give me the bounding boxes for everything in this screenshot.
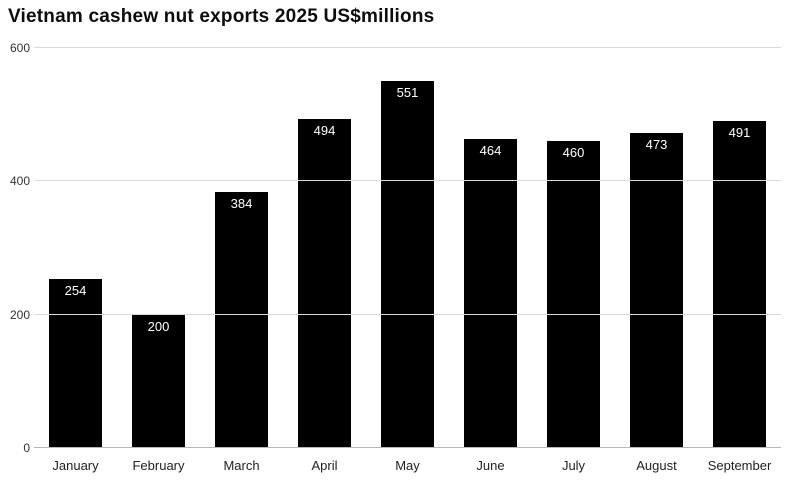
y-tick-label: 0 xyxy=(23,441,30,455)
bar-value-label: 551 xyxy=(396,84,419,100)
bar-value-label: 254 xyxy=(64,282,87,298)
bar-value-label: 200 xyxy=(147,318,170,334)
y-tick-label: 600 xyxy=(9,41,30,55)
x-axis-label-september: September xyxy=(707,457,772,473)
bar-september: 491 xyxy=(712,120,767,448)
x-axis-labels: January February March April May June July Augu… xyxy=(34,450,781,480)
bar-slot: 464 xyxy=(449,48,532,448)
bar-slot: 494 xyxy=(283,48,366,448)
y-tick-label: 400 xyxy=(9,174,30,189)
bar-march: 384 xyxy=(214,192,269,448)
gridline-200 xyxy=(34,313,781,315)
gridline-600 xyxy=(34,47,781,48)
x-axis-label-may: May xyxy=(395,457,420,473)
bar-value-label: 473 xyxy=(645,136,668,152)
gridline-0 xyxy=(34,447,781,448)
x-axis-label-august: August xyxy=(636,457,677,473)
bar-slot: 491 xyxy=(698,48,781,448)
bar-value-label: 491 xyxy=(728,124,751,140)
bar-slot: 200 xyxy=(117,48,200,448)
bar-slot: 551 xyxy=(366,48,449,448)
bar-slot: 254 xyxy=(34,48,117,448)
x-axis-label-march: March xyxy=(223,457,260,473)
bar-value-label: 384 xyxy=(230,196,253,211)
bar-july: 460 xyxy=(546,141,601,448)
x-axis-label-july: July xyxy=(561,457,586,473)
gridline-400 xyxy=(34,180,781,182)
bar-value-label: 494 xyxy=(313,122,336,138)
bar-slot: 473 xyxy=(615,48,698,448)
bar-may: 551 xyxy=(380,80,435,448)
bar-august: 473 xyxy=(629,132,684,448)
bar-slot: 460 xyxy=(532,48,615,448)
bar-slot: 384 xyxy=(200,48,283,448)
x-axis-label-january: January xyxy=(52,457,99,473)
bar-february: 200 xyxy=(131,314,186,448)
plot-area: 254 200 384 494 551 464 460 473 491 0 200 400 600 xyxy=(10,42,781,454)
bar-value-label: 464 xyxy=(479,142,502,158)
x-axis-label-april: April xyxy=(311,457,338,473)
y-tick-label: 200 xyxy=(9,307,30,322)
bar-june: 464 xyxy=(463,138,518,448)
x-axis-label-february: February xyxy=(132,457,185,473)
bar-april: 494 xyxy=(297,118,352,448)
bar-january: 254 xyxy=(48,278,103,448)
x-axis-label-june: June xyxy=(476,457,505,473)
bar-value-label: 460 xyxy=(562,145,585,161)
chart-title: Vietnam cashew nut exports 2025 US$milli… xyxy=(8,6,435,27)
bars-row: 254 200 384 494 551 464 460 473 491 xyxy=(34,48,781,448)
